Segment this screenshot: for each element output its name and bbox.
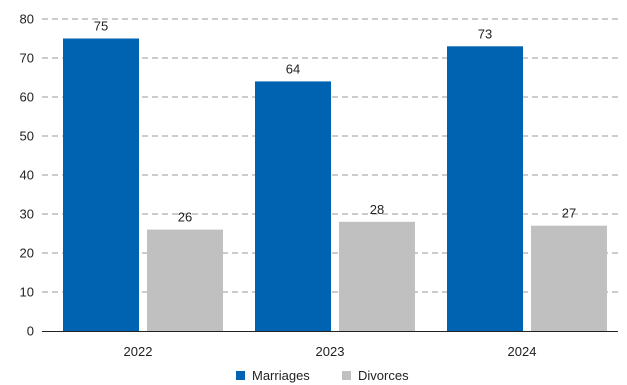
bar-marriages-2023 — [255, 81, 331, 332]
y-tick-label: 60 — [20, 90, 34, 105]
bar-marriages-2022 — [63, 38, 139, 331]
y-tick-label: 20 — [20, 246, 34, 261]
legend-label-marriages: Marriages — [252, 368, 310, 383]
data-labels: 75 26 64 28 73 27 — [94, 19, 576, 225]
y-tick-label: 10 — [20, 285, 34, 300]
data-label-divorces-2023: 28 — [370, 202, 384, 217]
data-label-marriages-2022: 75 — [94, 19, 108, 34]
legend-label-divorces: Divorces — [358, 368, 409, 383]
y-tick-label: 50 — [20, 129, 34, 144]
data-label-marriages-2023: 64 — [286, 61, 300, 76]
bar-divorces-2024 — [531, 225, 607, 331]
y-tick-label: 0 — [27, 324, 34, 339]
data-label-divorces-2024: 27 — [562, 206, 576, 221]
x-tick-label: 2023 — [316, 344, 345, 359]
y-axis-ticks: 0 10 20 30 40 50 60 70 80 — [20, 12, 34, 339]
data-label-marriages-2024: 73 — [478, 26, 492, 41]
y-tick-label: 80 — [20, 12, 34, 27]
y-tick-label: 30 — [20, 207, 34, 222]
bar-divorces-2023 — [339, 221, 415, 331]
legend-swatch-divorces — [342, 371, 351, 380]
bar-marriages-2024 — [447, 46, 523, 332]
x-tick-label: 2024 — [508, 344, 537, 359]
bar-divorces-2022 — [147, 229, 223, 331]
y-tick-label: 70 — [20, 51, 34, 66]
x-axis-ticks: 2022 2023 2024 — [124, 344, 537, 359]
bars — [63, 38, 607, 332]
y-tick-label: 40 — [20, 168, 34, 183]
legend: Marriages Divorces — [236, 368, 409, 383]
legend-swatch-marriages — [236, 371, 245, 380]
x-tick-label: 2022 — [124, 344, 153, 359]
data-label-divorces-2022: 26 — [178, 210, 192, 225]
